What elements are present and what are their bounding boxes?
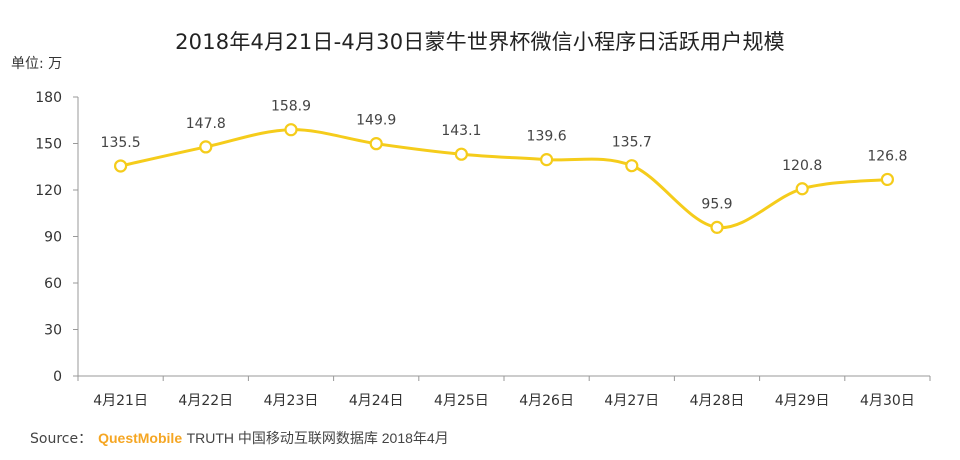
data-point	[795, 182, 809, 196]
x-tick-label: 4月30日	[860, 393, 915, 409]
series-line	[120, 128, 888, 230]
x-tick-label: 4月26日	[519, 393, 574, 409]
data-point	[880, 172, 895, 187]
y-tick-label: 180	[35, 90, 62, 106]
data-point	[284, 123, 298, 137]
data-point	[454, 147, 468, 161]
data-label: 120.8	[782, 158, 822, 174]
chart-title: 2018年4月21日-4月30日蒙牛世界杯微信小程序日活跃用户规模	[175, 30, 785, 54]
chart-data-labels: 135.5 147.8 158.9 149.9 143.1 139.6 135.7 95.9 1…	[101, 99, 908, 213]
y-tick-label: 60	[44, 276, 62, 292]
y-tick-label: 150	[35, 137, 62, 153]
y-tick-label: 30	[44, 323, 62, 339]
data-label: 126.8	[867, 148, 907, 164]
data-point	[113, 159, 128, 173]
data-point	[625, 159, 639, 173]
data-label: 149.9	[356, 113, 396, 129]
chart-axes: 0 30 60 90 120 150 180 4月21日 4月22日 4月23日 4月24日 4月25…	[35, 90, 931, 409]
data-point	[199, 140, 213, 154]
source-prefix: Source：	[30, 431, 93, 447]
data-point	[710, 220, 724, 234]
data-label: 158.9	[271, 99, 311, 115]
x-tick-label: 4月29日	[775, 393, 830, 409]
data-label: 95.9	[701, 196, 732, 212]
data-label: 143.1	[441, 123, 481, 139]
source-text: TRUTH 中国移动互联网数据库 2018年4月	[186, 430, 449, 446]
data-point	[369, 137, 383, 151]
x-tick-label: 4月21日	[93, 393, 148, 409]
x-tick-label: 4月23日	[264, 393, 319, 409]
source-note: Source： QuestMobile TRUTH 中国移动互联网数据库 2018…	[30, 428, 449, 448]
y-tick-label: 120	[35, 183, 62, 199]
x-tick-label: 4月28日	[690, 393, 745, 409]
chart-series	[113, 123, 895, 234]
data-label: 135.7	[612, 135, 652, 151]
source-brand: QuestMobile	[98, 430, 183, 446]
x-tick-label: 4月22日	[178, 393, 233, 409]
unit-label: 单位: 万	[11, 56, 63, 72]
data-label: 139.6	[527, 129, 567, 145]
y-tick-label: 90	[44, 230, 62, 246]
data-label: 135.5	[101, 135, 141, 151]
data-point	[539, 153, 554, 167]
x-tick-label: 4月27日	[604, 393, 659, 409]
x-tick-label: 4月25日	[434, 393, 489, 409]
data-label: 147.8	[186, 116, 226, 132]
x-tick-label: 4月24日	[349, 393, 404, 409]
y-tick-label: 0	[53, 369, 62, 385]
